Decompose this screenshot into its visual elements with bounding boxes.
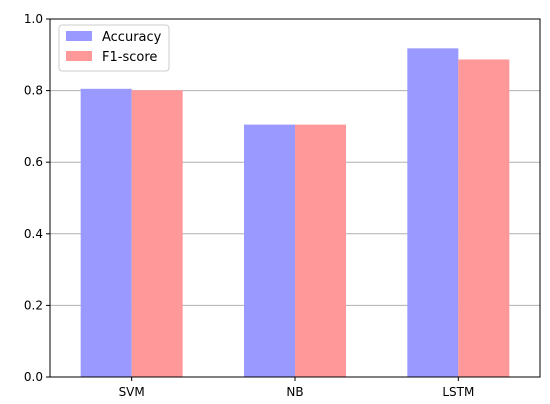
- bars: [80, 48, 510, 378]
- y-tick-label: 1.0: [24, 12, 43, 26]
- x-tick-label: NB: [286, 385, 303, 399]
- y-axis-ticks: 0.0 0.2 0.4 0.6 0.8 1.0: [24, 12, 50, 384]
- y-tick-label: 0.6: [24, 155, 43, 169]
- x-tick-label: SVM: [119, 385, 145, 399]
- legend-label: F1-score: [102, 50, 157, 65]
- x-tick-label: LSTM: [442, 385, 474, 399]
- legend-label: Accuracy: [102, 30, 162, 45]
- bar-accuracy-svm: [80, 88, 132, 377]
- legend-swatch: [66, 31, 92, 41]
- bar-f1-score-svm: [131, 90, 183, 377]
- bar-f1-score-lstm: [458, 59, 510, 377]
- x-axis-ticks: SVM NB LSTM: [119, 377, 474, 399]
- y-tick-label: 0.0: [24, 370, 43, 384]
- legend: Accuracy F1-score: [58, 24, 170, 72]
- y-tick-label: 0.8: [24, 84, 43, 98]
- bar-accuracy-lstm: [407, 48, 459, 378]
- bar-accuracy-nb: [244, 124, 295, 377]
- bar-f1-score-nb: [295, 124, 346, 377]
- y-tick-label: 0.4: [24, 227, 43, 241]
- legend-swatch: [66, 51, 92, 61]
- y-tick-label: 0.2: [24, 298, 43, 312]
